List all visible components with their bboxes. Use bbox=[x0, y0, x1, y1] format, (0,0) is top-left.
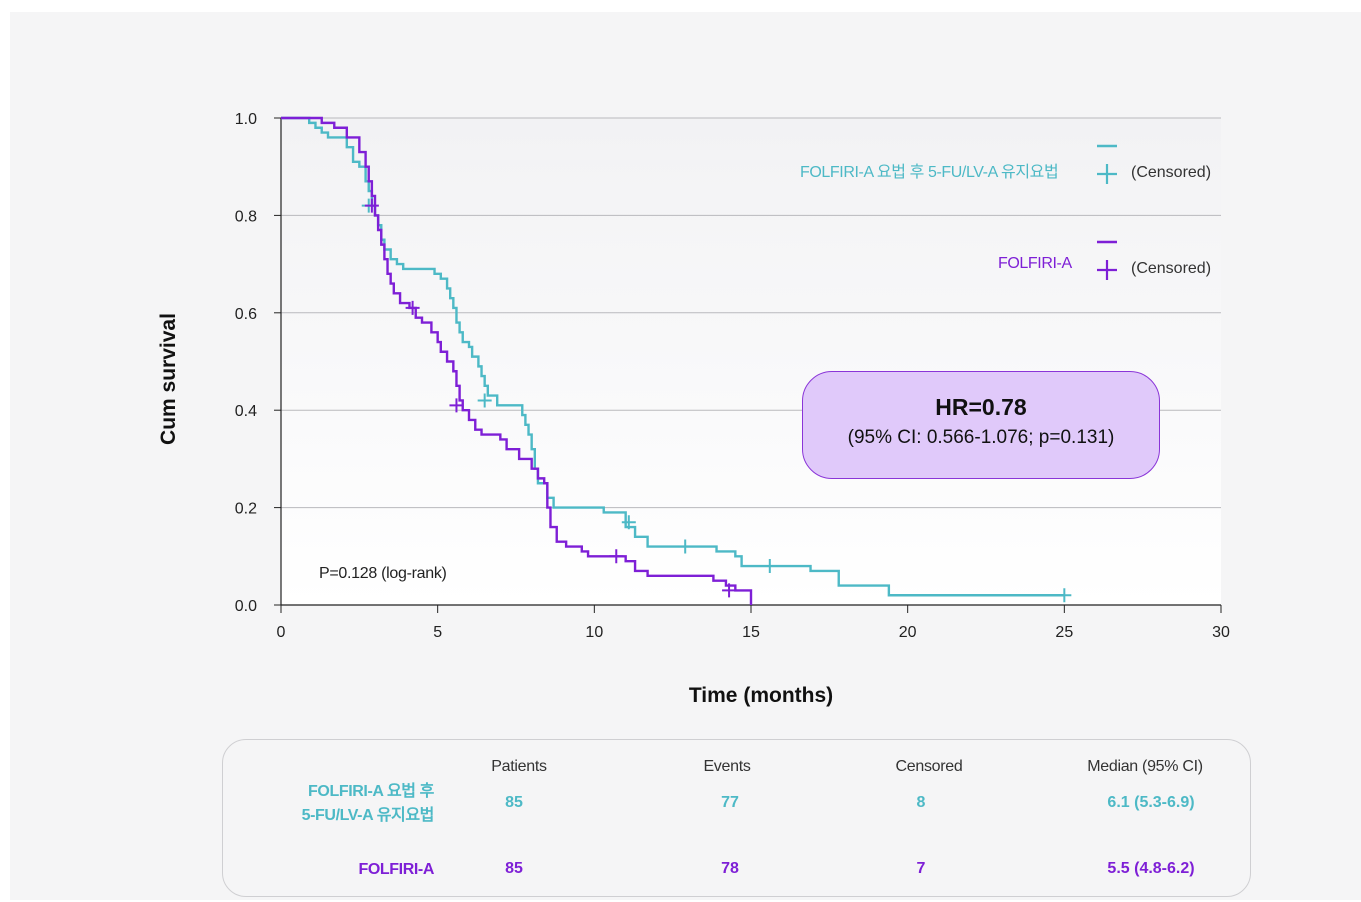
hazard-ratio-value: HR=0.78 bbox=[935, 394, 1027, 420]
x-tick-label: 20 bbox=[899, 624, 917, 641]
purple-events: 78 bbox=[721, 860, 739, 877]
y-tick-label: 0.2 bbox=[235, 501, 257, 518]
teal-censored: 8 bbox=[916, 794, 926, 811]
censor-mark bbox=[477, 393, 492, 408]
x-tick-label: 25 bbox=[1055, 624, 1073, 641]
censor-mark bbox=[609, 549, 624, 564]
censor-mark bbox=[678, 539, 693, 554]
header-events: Events bbox=[703, 758, 751, 775]
legend-glyph-teal-censor bbox=[1097, 164, 1117, 184]
censor-mark bbox=[762, 559, 777, 574]
purple-patients: 85 bbox=[505, 860, 523, 877]
x-tick-label: 0 bbox=[277, 624, 286, 641]
hazard-ratio-box: HR=0.78 (95% CI: 0.566-1.076; p=0.131) bbox=[802, 371, 1160, 479]
survival-curve-teal bbox=[281, 116, 1065, 597]
x-axis-label: Time (months) bbox=[688, 684, 834, 707]
legend-censored-teal: (Censored) bbox=[1131, 164, 1212, 181]
y-axis-label: Cum survival bbox=[157, 313, 180, 445]
teal-patients: 85 bbox=[505, 794, 523, 811]
row-label-purple-line1: FOLFIRI-A bbox=[358, 861, 435, 878]
figure-panel: 0.0 0.2 0.4 0.6 0.8 1.0 0 5 10 15 20 25 30 Cum survi… bbox=[10, 12, 1361, 900]
y-tick-label: 0.0 bbox=[235, 598, 257, 615]
censor-mark bbox=[722, 583, 737, 598]
teal-events: 77 bbox=[721, 794, 739, 811]
purple-censored: 7 bbox=[916, 860, 926, 877]
censor-mark bbox=[364, 198, 379, 213]
legend-label-teal: FOLFIRI-A 요법 후 5-FU/LV-A 유지요법 bbox=[800, 164, 1059, 181]
censor-mark bbox=[449, 398, 464, 413]
y-tick-label: 0.4 bbox=[235, 403, 257, 420]
legend-censored-purple: (Censored) bbox=[1131, 260, 1212, 277]
plot-background bbox=[281, 118, 1221, 605]
y-tick-label: 0.8 bbox=[235, 208, 257, 225]
hazard-ratio-ci: (95% CI: 0.566-1.076; p=0.131) bbox=[847, 427, 1115, 448]
km-chart: 0.0 0.2 0.4 0.6 0.8 1.0 0 5 10 15 20 25 30 bbox=[235, 111, 1230, 641]
row-label-teal: FOLFIRI-A 요법 후 5-FU/LV-A 유지요법 bbox=[301, 780, 435, 828]
y-tick-label: 1.0 bbox=[235, 111, 257, 128]
header-patients: Patients bbox=[491, 758, 547, 775]
header-median: Median (95% CI) bbox=[1087, 758, 1203, 775]
summary-table: Patients Events Censored Median (95% CI)… bbox=[222, 739, 1251, 897]
censor-mark bbox=[1057, 588, 1072, 603]
logrank-pvalue: P=0.128 (log-rank) bbox=[319, 565, 447, 582]
row-label-purple: FOLFIRI-A bbox=[359, 858, 435, 882]
x-tick-label: 10 bbox=[585, 624, 603, 641]
purple-median: 5.5 (4.8-6.2) bbox=[1107, 860, 1195, 877]
row-label-teal-line1: FOLFIRI-A 요법 후 bbox=[308, 783, 434, 800]
y-tick-label: 0.6 bbox=[235, 306, 257, 323]
legend-glyph-purple-censor bbox=[1097, 260, 1117, 280]
row-label-teal-line2: 5-FU/LV-A 유지요법 bbox=[301, 807, 435, 824]
header-censored: Censored bbox=[895, 758, 963, 775]
x-tick-label: 30 bbox=[1212, 624, 1230, 641]
teal-median: 6.1 (5.3-6.9) bbox=[1107, 794, 1195, 811]
censor-mark bbox=[621, 515, 636, 530]
legend-label-purple: FOLFIRI-A bbox=[998, 255, 1072, 272]
x-tick-label: 5 bbox=[433, 624, 442, 641]
censor-mark bbox=[405, 300, 420, 315]
survival-curve-purple bbox=[281, 116, 753, 605]
x-tick-label: 15 bbox=[742, 624, 760, 641]
